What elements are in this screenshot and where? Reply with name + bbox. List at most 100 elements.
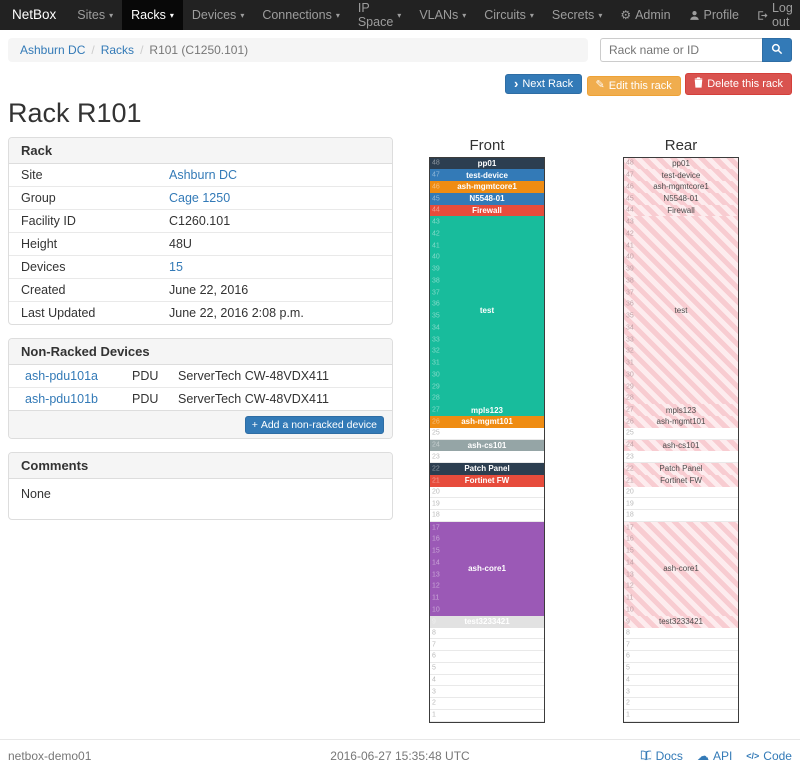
nav-item-label: Secrets [551, 8, 595, 22]
unit-number: 23 [432, 453, 440, 461]
nav-item-racks[interactable]: Racks ▾ [122, 0, 183, 30]
device-rear-ash-core1[interactable]: ash-core1 [624, 521, 738, 616]
device-front-fortinet-fw[interactable]: Fortinet FW [430, 474, 544, 487]
rack-unit-front-25: 25 [430, 428, 544, 440]
rack-unit-front-1: 1 [430, 710, 544, 722]
device-front-patch-panel[interactable]: Patch Panel [430, 463, 544, 475]
device-front-n5548-01[interactable]: N5548-01 [430, 192, 544, 205]
device-label: N5548-01 [469, 194, 505, 204]
device-rear-ash-mgmtcore1[interactable]: ash-mgmtcore1 [624, 181, 738, 193]
search-input[interactable] [600, 38, 762, 62]
nonracked-device-link[interactable]: ash-pdu101a [25, 368, 98, 383]
rack-unit-rear-20: 20 [624, 487, 738, 499]
rack-unit-rear-2: 2 [624, 698, 738, 710]
device-rear-ash-mgmt101[interactable]: ash-mgmt101 [624, 416, 738, 428]
edit-rack-button[interactable]: ✎ Edit this rack [586, 75, 681, 96]
footer-link-code[interactable]: </> Code [746, 749, 792, 763]
nav-item-label: IP Space [357, 1, 394, 29]
rack-unit-front-6: 6 [430, 651, 544, 663]
unit-number: 1 [626, 711, 630, 719]
nav-item-circuits[interactable]: Circuits ▾ [475, 0, 543, 30]
nav-item-label: Connections [262, 8, 332, 22]
next-rack-button[interactable]: › Next Rack [505, 74, 583, 95]
device-rear-mpls123[interactable]: mpls123 [624, 404, 738, 416]
device-front-test[interactable]: test [430, 216, 544, 405]
unit-number: 18 [432, 511, 440, 519]
device-rear-pp01[interactable]: pp01 [624, 157, 738, 170]
device-label: test-device [466, 170, 508, 180]
racks-area: Front 48 47 46 45 44 43 42 41 40 39 38 37 36 35 34 33 32… [429, 137, 792, 723]
device-rear-test[interactable]: test [624, 216, 738, 405]
rack-unit-rear-25: 25 [624, 428, 738, 440]
left-column: Rack Site Ashburn DC Group Cage 1250 Facilit… [8, 136, 393, 533]
book-icon [640, 750, 652, 761]
device-front-ash-cs101[interactable]: ash-cs101 [430, 439, 544, 452]
nonracked-device-type: ServerTech CW-48VDX411 [170, 386, 392, 410]
unit-number: 19 [626, 500, 634, 508]
rack-front: 48 47 46 45 44 43 42 41 40 39 38 37 36 35 34 33 32 31 30 29… [429, 156, 545, 723]
device-rear-test-device[interactable]: test-device [624, 169, 738, 181]
nav-item-vlans[interactable]: VLANs ▾ [410, 0, 475, 30]
device-label: ash-mgmtcore1 [653, 182, 709, 192]
attr-value-link[interactable]: 15 [169, 259, 183, 274]
nonracked-row: ash-pdu101b PDU ServerTech CW-48VDX411 [9, 386, 392, 410]
nav-item-connections[interactable]: Connections ▾ [253, 0, 349, 30]
comments-panel-title: Comments [9, 452, 392, 479]
device-front-ash-mgmt101[interactable]: ash-mgmt101 [430, 416, 544, 428]
nonracked-rows: ash-pdu101a PDU ServerTech CW-48VDX411 ash-… [9, 365, 392, 410]
device-front-pp01[interactable]: pp01 [430, 157, 544, 170]
rack-unit-front-7: 7 [430, 639, 544, 651]
rack-unit-front-3: 3 [430, 686, 544, 698]
nav-item-devices[interactable]: Devices ▾ [183, 0, 253, 30]
device-rear-ash-cs101[interactable]: ash-cs101 [624, 439, 738, 452]
nav-item-secrets[interactable]: Secrets ▾ [543, 0, 611, 30]
device-label: ash-cs101 [467, 440, 507, 450]
unit-number: 3 [432, 688, 436, 696]
unit-number: 7 [626, 641, 630, 649]
breadcrumb-item[interactable]: Racks [100, 43, 135, 57]
device-rear-fortinet-fw[interactable]: Fortinet FW [624, 474, 738, 487]
footer-link-api[interactable]: ☁ API [697, 749, 732, 763]
attr-value-link[interactable]: Ashburn DC [169, 167, 238, 182]
nav-item-profile[interactable]: Profile [680, 0, 748, 30]
attr-value: Cage 1250 [157, 185, 392, 209]
device-front-test3233421[interactable]: test3233421 [430, 615, 544, 628]
device-front-ash-mgmtcore1[interactable]: ash-mgmtcore1 [430, 181, 544, 193]
nav-items: Sites ▾ Racks ▾ Devices ▾ Connections ▾ IP Space… [68, 0, 611, 30]
footer-link-docs[interactable]: Docs [640, 749, 683, 763]
unit-number: 5 [626, 664, 630, 672]
nav-item-log-out[interactable]: Log out [748, 0, 800, 30]
unit-number: 3 [626, 688, 630, 696]
device-rear-n5548-01[interactable]: N5548-01 [624, 192, 738, 205]
nav-item-admin[interactable]: ⚙ Admin [611, 0, 679, 30]
breadcrumb-separator: / [91, 43, 95, 57]
device-rear-test3233421[interactable]: test3233421 [624, 615, 738, 628]
attr-value: June 22, 2016 2:08 p.m. [157, 300, 392, 324]
rack-panel-title: Rack [9, 137, 392, 164]
attr-value-link[interactable]: Cage 1250 [169, 190, 231, 205]
nonracked-device-link[interactable]: ash-pdu101b [25, 391, 98, 406]
attr-value: 15 [157, 254, 392, 278]
brand[interactable]: NetBox [12, 7, 57, 22]
unit-number: 18 [626, 511, 634, 519]
device-front-test-device[interactable]: test-device [430, 169, 544, 181]
nav-item-ip-space[interactable]: IP Space ▾ [349, 0, 410, 30]
breadcrumb-row: Ashburn DC / Racks / R101 (C1250.101) [0, 30, 800, 70]
device-rear-firewall[interactable]: Firewall [624, 204, 738, 217]
search-icon [771, 43, 783, 58]
attr-value: C1260.101 [157, 208, 392, 232]
device-rear-patch-panel[interactable]: Patch Panel [624, 463, 738, 475]
breadcrumb-item[interactable]: Ashburn DC [20, 43, 86, 57]
rack-rear: 48 47 46 45 44 43 42 41 40 39 38 37 36 35 34 33 32 31 30 29… [623, 156, 739, 723]
search-button[interactable] [762, 38, 792, 62]
rack-unit-rear-3: 3 [624, 686, 738, 698]
add-nonracked-button[interactable]: + Add a non-racked device [244, 415, 384, 434]
unit-number: 8 [626, 629, 630, 637]
device-front-firewall[interactable]: Firewall [430, 204, 544, 217]
comments-body: None [21, 486, 51, 501]
device-front-mpls123[interactable]: mpls123 [430, 404, 544, 416]
delete-rack-button[interactable]: Delete this rack [685, 73, 792, 95]
nav-right: ⚙ Admin Profile Log out [611, 0, 800, 30]
nav-item-sites[interactable]: Sites ▾ [68, 0, 122, 30]
device-front-ash-core1[interactable]: ash-core1 [430, 521, 544, 616]
